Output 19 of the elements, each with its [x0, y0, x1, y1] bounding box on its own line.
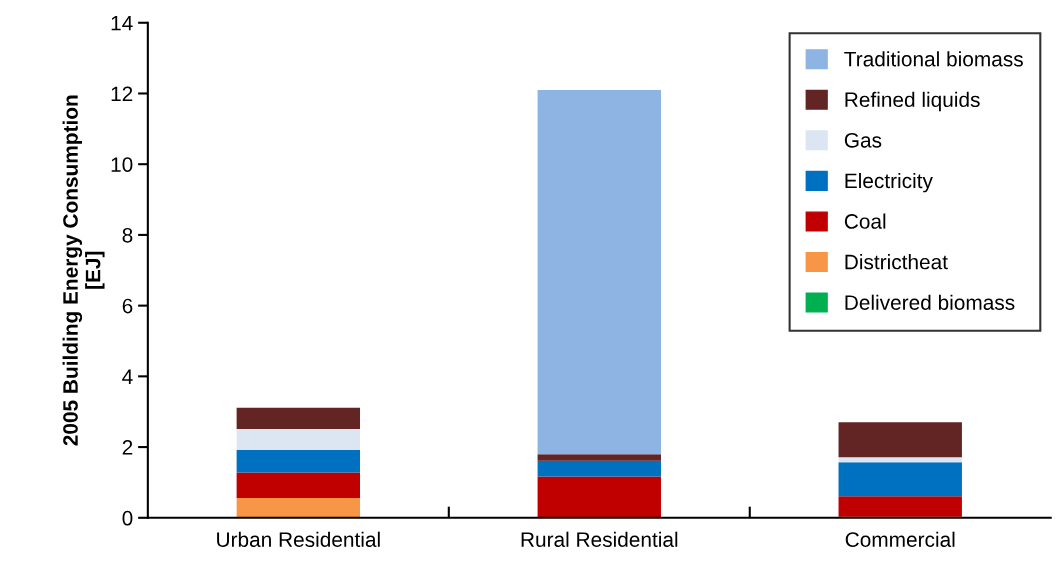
legend-label: Electricity	[845, 172, 933, 193]
x-tick-label: Urban Residential	[217, 531, 380, 547]
y-tick-label: 10	[111, 157, 133, 172]
y-axis-title: 2005 Building Energy Consumption [EJ]	[62, 95, 105, 446]
y-tick-label: 2	[122, 440, 133, 455]
y-tick-label: 14	[111, 15, 133, 31]
y-tick-label: 4	[122, 369, 133, 384]
y-tick-label: 8	[122, 227, 133, 243]
legend-label: Districtheat	[845, 254, 948, 270]
legend-label: Delivered biomass	[845, 294, 1015, 310]
x-tick-label: Rural Residential	[521, 531, 678, 547]
y-tick-label: 6	[122, 298, 133, 314]
x-tick-label: Commercial	[845, 531, 955, 547]
legend-label: Traditional biomass	[844, 51, 1023, 67]
legend-label: Gas	[844, 132, 882, 148]
y-tick-label: 0	[122, 510, 133, 526]
legend-label: Refined liquids	[845, 91, 980, 112]
legend-label: Coal	[844, 213, 886, 229]
y-tick-label: 12	[111, 86, 133, 102]
